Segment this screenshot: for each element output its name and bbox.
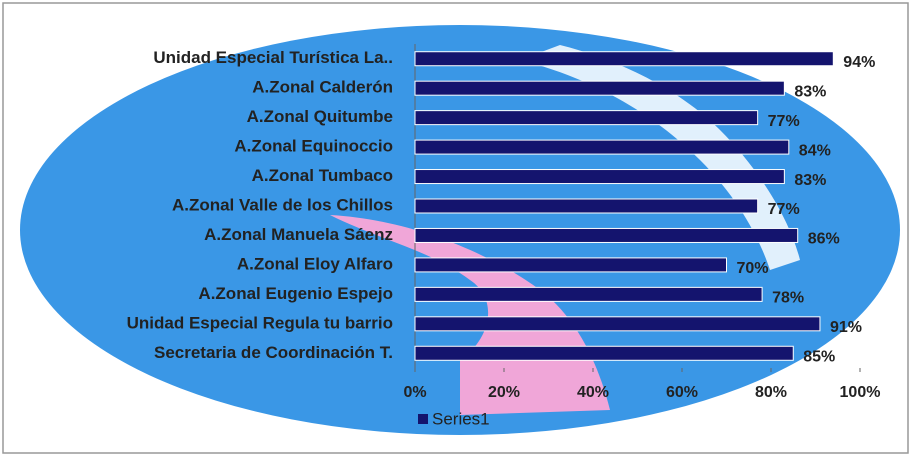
x-tick-label: 40% bbox=[577, 384, 609, 401]
bar bbox=[414, 345, 794, 361]
category-label: A.Zonal Eloy Alfaro bbox=[237, 254, 393, 273]
x-tick-label: 100% bbox=[840, 384, 881, 401]
category-label: A.Zonal Equinoccio bbox=[234, 137, 393, 156]
value-label: 70% bbox=[737, 260, 769, 277]
value-label: 78% bbox=[772, 290, 804, 307]
category-label: A.Zonal Tumbaco bbox=[252, 166, 393, 185]
x-tick-label: 0% bbox=[403, 384, 426, 401]
legend-swatch bbox=[418, 414, 428, 424]
x-tick-label: 20% bbox=[488, 384, 520, 401]
bar bbox=[414, 139, 790, 155]
value-label: 94% bbox=[843, 54, 875, 71]
legend-label: Series1 bbox=[432, 409, 490, 428]
category-label: A.Zonal Calderón bbox=[252, 78, 393, 97]
category-label: A.Zonal Quitumbe bbox=[247, 107, 393, 126]
background-swirl bbox=[330, 215, 610, 415]
category-label: A.Zonal Valle de los Chillos bbox=[172, 195, 393, 214]
value-label: 77% bbox=[768, 113, 800, 130]
bar bbox=[414, 227, 799, 243]
bar bbox=[414, 110, 759, 126]
value-label: 86% bbox=[808, 231, 840, 248]
x-tick-label: 60% bbox=[666, 384, 698, 401]
category-label: Unidad Especial Turística La.. bbox=[153, 48, 393, 67]
value-label: 83% bbox=[794, 172, 826, 189]
x-tick-label: 80% bbox=[755, 384, 787, 401]
value-label: 84% bbox=[799, 142, 831, 159]
category-label: Unidad Especial Regula tu barrio bbox=[127, 313, 393, 332]
bar bbox=[414, 316, 821, 332]
bar bbox=[414, 257, 727, 273]
bar bbox=[414, 286, 763, 302]
value-label: 83% bbox=[794, 83, 826, 100]
bar bbox=[414, 169, 785, 185]
value-label: 85% bbox=[803, 348, 835, 365]
value-label: 77% bbox=[768, 201, 800, 218]
category-label: A.Zonal Manuela Sáenz bbox=[204, 225, 393, 244]
bar bbox=[414, 198, 759, 214]
value-label: 91% bbox=[830, 319, 862, 336]
bar bbox=[414, 80, 785, 96]
category-label: A.Zonal Eugenio Espejo bbox=[198, 284, 393, 303]
category-label: Secretaria de Coordinación T. bbox=[154, 343, 393, 362]
bar bbox=[414, 51, 834, 67]
